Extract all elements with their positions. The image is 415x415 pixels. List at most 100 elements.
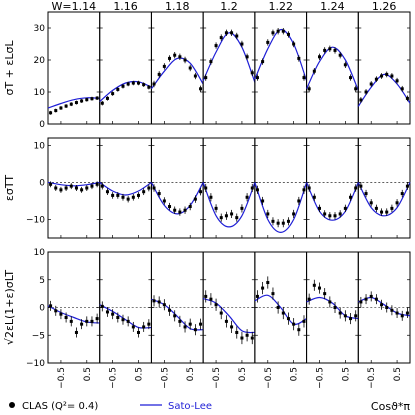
data-point	[385, 306, 389, 309]
data-point	[261, 286, 265, 290]
data-point	[286, 219, 290, 223]
data-point	[240, 206, 244, 210]
data-point	[54, 309, 58, 313]
data-point	[168, 56, 172, 60]
data-point	[349, 195, 353, 199]
data-point	[59, 188, 63, 192]
data-point	[380, 74, 384, 78]
x-tick-label: −0.5	[367, 367, 377, 389]
panel	[99, 11, 152, 125]
data-point	[209, 195, 213, 199]
data-point	[95, 182, 99, 186]
data-point	[333, 48, 337, 52]
data-point	[369, 294, 373, 298]
data-point	[59, 312, 63, 316]
data-point	[312, 69, 316, 73]
data-point	[64, 186, 68, 190]
data-point	[405, 184, 409, 188]
data-point	[209, 297, 213, 301]
y-tick-label: 10	[34, 88, 46, 98]
data-point	[193, 328, 197, 332]
panel	[47, 137, 101, 239]
data-point	[338, 53, 342, 57]
data-point	[137, 330, 140, 334]
data-point	[85, 98, 89, 102]
data-point	[343, 314, 347, 318]
data-point	[162, 199, 166, 203]
data-point	[147, 85, 151, 89]
data-point	[328, 300, 332, 304]
data-point	[395, 311, 399, 315]
data-point	[157, 300, 161, 304]
data-point	[271, 219, 275, 223]
data-point	[240, 336, 244, 340]
data-point	[80, 99, 84, 103]
panel	[47, 251, 101, 364]
panel-title: 1.2	[220, 0, 238, 13]
data-point	[323, 292, 327, 296]
panel	[254, 11, 308, 125]
data-point	[157, 192, 161, 196]
data-point	[364, 297, 368, 301]
data-point	[390, 74, 394, 78]
data-point	[250, 186, 254, 190]
panel	[306, 11, 359, 125]
data-point	[302, 76, 306, 80]
panel-frame	[254, 11, 308, 125]
data-point	[105, 96, 109, 100]
x-tick-label: 0.5	[186, 367, 196, 381]
panel-title: 1.26	[372, 0, 397, 13]
legend-label: Sato-Lee	[168, 401, 212, 412]
data-point	[219, 311, 223, 315]
data-point	[178, 319, 182, 323]
x-tick-label: −0.5	[212, 367, 222, 389]
legend-marker-points	[9, 402, 15, 408]
data-point	[323, 212, 327, 216]
data-point	[199, 87, 203, 91]
panel	[99, 251, 152, 364]
data-point	[85, 319, 89, 323]
data-point	[193, 197, 197, 201]
data-point	[302, 319, 306, 323]
panel	[150, 11, 204, 125]
data-point	[219, 36, 223, 40]
data-point	[245, 195, 249, 199]
data-point	[349, 317, 353, 321]
data-point	[354, 314, 358, 318]
data-point	[111, 312, 115, 316]
data-point	[266, 281, 270, 285]
panel	[306, 251, 359, 364]
data-point	[400, 314, 404, 318]
data-point	[374, 206, 378, 210]
data-point	[204, 186, 208, 190]
data-point	[131, 325, 135, 329]
panel	[150, 251, 204, 364]
x-tick-label: 0.5	[83, 367, 93, 381]
data-point	[121, 84, 125, 88]
data-point	[168, 308, 172, 312]
y-tick-label: −10	[26, 359, 45, 369]
data-point	[142, 325, 146, 329]
x-tick-label: 0.5	[238, 367, 248, 381]
data-point	[183, 58, 187, 62]
model-curve	[202, 298, 255, 334]
data-point	[354, 87, 358, 91]
data-point	[307, 186, 311, 190]
model-curve	[150, 57, 204, 90]
data-point	[297, 199, 301, 203]
model-curve	[202, 182, 256, 228]
panel-titles: W=1.14 1.16 1.18 1.2 1.22 1.24 1.26	[52, 0, 397, 13]
data-point	[214, 303, 218, 307]
data-point	[281, 29, 285, 33]
data-point	[131, 195, 135, 199]
data-point	[230, 212, 234, 216]
data-point	[95, 96, 99, 100]
panel-title: 1.18	[165, 0, 190, 13]
x-axis-labels: −0.5 0.5 −0.5 0.5 −0.5 0.5 −0.5 0.5 −0.5 0.5 −0.5 0…	[57, 367, 410, 413]
data-point	[349, 76, 353, 80]
data-point	[49, 182, 53, 186]
panel	[150, 137, 204, 239]
data-point	[333, 214, 337, 218]
data-point	[64, 104, 68, 108]
data-point	[204, 76, 208, 80]
